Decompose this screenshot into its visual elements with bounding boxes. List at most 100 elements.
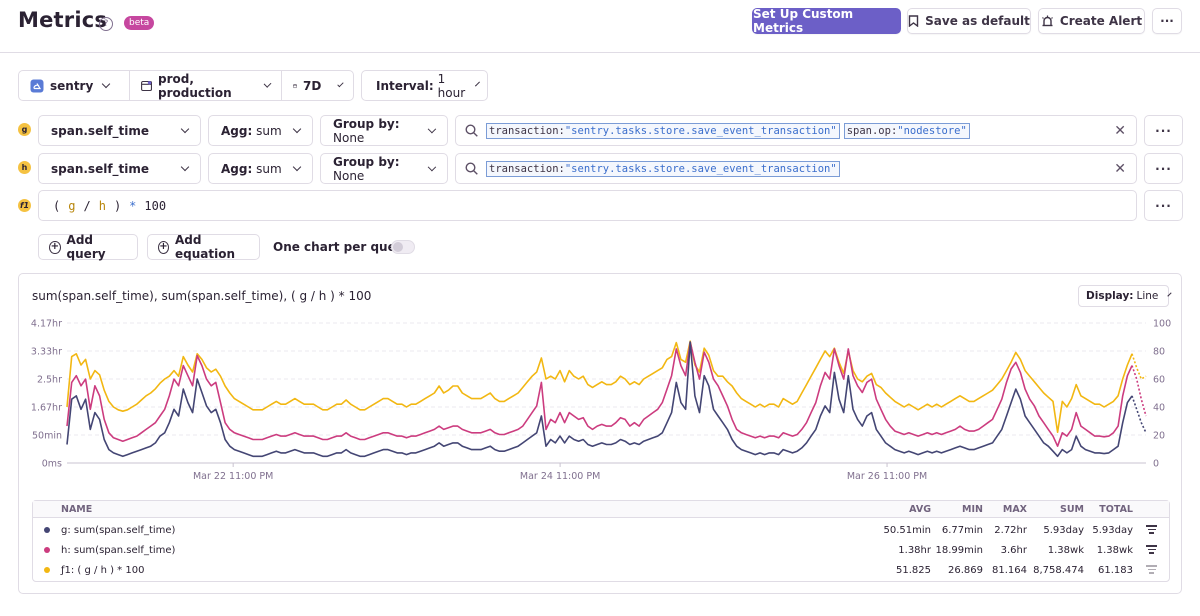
y-axis-right-tick: 0: [1153, 459, 1159, 470]
legend-row[interactable]: h: sum(span.self_time) 1.38hr 18.99min 3.6h…: [33, 541, 1169, 561]
filter-token[interactable]: span.op:"nodestore": [843, 122, 970, 139]
chevron-down-icon: [428, 124, 437, 134]
col-sum[interactable]: SUM: [1059, 504, 1084, 515]
series-line-incomplete: [1131, 395, 1147, 434]
add-query-label: Add query: [66, 233, 106, 261]
group-by-label: Group by:: [333, 116, 400, 131]
series-line: [66, 340, 1133, 433]
group-by-value: None: [333, 168, 365, 183]
col-min[interactable]: MIN: [962, 504, 983, 515]
equation-token: g: [68, 198, 76, 213]
interval-value: 1 hour: [437, 71, 466, 100]
one-chart-per-query-toggle[interactable]: [391, 240, 415, 254]
col-avg[interactable]: AVG: [909, 504, 931, 515]
query-badge-g: g: [18, 123, 31, 136]
clear-icon[interactable]: ✕: [1114, 123, 1126, 139]
interval-selector[interactable]: Interval: 1 hour: [361, 70, 488, 101]
y-axis-right-tick: 60: [1153, 375, 1165, 386]
col-max[interactable]: MAX: [1002, 504, 1027, 515]
add-query-button[interactable]: + Add query: [38, 233, 138, 261]
min-value: 18.99min: [935, 545, 984, 556]
create-alert-label: Create Alert: [1059, 14, 1143, 28]
metric-select-h[interactable]: span.self_time: [38, 153, 201, 184]
ellipsis-icon: ···: [1155, 198, 1172, 213]
chevron-down-icon: [337, 80, 344, 88]
agg-value: sum: [256, 123, 282, 138]
x-axis-tick: Mar 26 11:00 PM: [847, 471, 927, 482]
clear-icon[interactable]: ✕: [1114, 161, 1126, 177]
series-toggle-icon[interactable]: [1146, 565, 1157, 576]
legend-row[interactable]: g: sum(span.self_time) 50.51min 6.77min 2.7…: [33, 521, 1169, 541]
series-line: [66, 341, 1133, 458]
y-axis-right-tick: 100: [1153, 319, 1171, 330]
sum-value: 8,758.474: [1033, 565, 1084, 576]
series-line: [66, 341, 1133, 447]
chevron-down-icon: [1167, 292, 1173, 297]
filter-token[interactable]: transaction:"sentry.tasks.store.save_eve…: [486, 122, 840, 139]
add-equation-button[interactable]: + Add equation: [147, 233, 260, 261]
col-total[interactable]: TOTAL: [1099, 504, 1133, 515]
help-icon[interactable]: ?: [99, 17, 113, 31]
equation-token: ): [113, 198, 122, 213]
create-alert-button[interactable]: Create Alert: [1038, 8, 1145, 34]
setup-custom-metrics-label: Set Up Custom Metrics: [753, 7, 854, 35]
min-value: 6.77min: [941, 525, 983, 536]
y-axis-left-tick: 2.5hr: [37, 375, 62, 386]
metric-name: span.self_time: [51, 161, 150, 176]
legend-row[interactable]: ƒ1: ( g / h ) * 100 51.825 26.869 81.164 8,7…: [33, 561, 1169, 581]
filter-token-value: "nodestore": [897, 124, 967, 137]
query-more-button-h[interactable]: ···: [1144, 153, 1183, 184]
agg-label: Agg:: [221, 123, 253, 138]
display-value: Line: [1136, 290, 1159, 302]
setup-custom-metrics-button[interactable]: Set Up Custom Metrics: [752, 7, 901, 35]
legend-header: NAME AVG MIN MAX SUM TOTAL: [33, 501, 1169, 518]
ellipsis-icon: ···: [1155, 123, 1172, 138]
project-selector[interactable]: sentry: [19, 71, 130, 100]
series-toggle-icon[interactable]: [1146, 545, 1157, 556]
metric-select-g[interactable]: span.self_time: [38, 115, 201, 146]
series-line-incomplete: [1131, 353, 1147, 381]
interval-label: Interval:: [376, 78, 434, 93]
min-value: 26.869: [948, 565, 983, 576]
chart-title: sum(span.self_time), sum(span.self_time)…: [32, 289, 372, 303]
search-icon: [465, 124, 478, 137]
agg-select-h[interactable]: Agg: sum: [208, 153, 313, 184]
series-color-dot: [44, 547, 50, 553]
total-value: 5.93day: [1092, 525, 1133, 536]
equation-input[interactable]: ( g / h ) * 100: [38, 190, 1137, 221]
col-name: NAME: [61, 504, 93, 515]
project-label: sentry: [50, 78, 94, 93]
group-by-select-h[interactable]: Group by: None: [320, 153, 448, 184]
series-line-incomplete: [1131, 365, 1147, 417]
series-name: ƒ1: ( g / h ) * 100: [61, 565, 145, 576]
avg-value: 1.38hr: [898, 545, 931, 556]
equation-badge: f1: [18, 199, 31, 212]
page-filter-bar: sentry prod, production 7D: [18, 70, 354, 101]
save-as-default-button[interactable]: Save as default: [907, 8, 1031, 34]
x-axis-tick: Mar 24 11:00 PM: [520, 471, 600, 482]
add-circle-icon: +: [49, 240, 61, 254]
total-value: 61.183: [1098, 565, 1133, 576]
date-range-selector[interactable]: 7D: [282, 71, 353, 100]
environment-selector[interactable]: prod, production: [130, 71, 282, 100]
header-more-button[interactable]: ···: [1152, 8, 1182, 34]
agg-label: Agg:: [221, 161, 253, 176]
y-axis-left-tick: 0ms: [42, 459, 62, 470]
filter-token[interactable]: transaction:"sentry.tasks.store.save_eve…: [486, 160, 840, 177]
display-type-select[interactable]: Display: Line: [1078, 285, 1173, 307]
query-search-input-g[interactable]: transaction:"sentry.tasks.store.save_eve…: [455, 115, 1137, 146]
metrics-line-chart[interactable]: 0ms 0 50min 20 1.67hr 40 2.5hr 60 3.33hr 80 4.17hr…: [19, 309, 1181, 524]
sum-value: 1.38wk: [1047, 545, 1084, 556]
y-axis-left-tick: 3.33hr: [31, 347, 62, 358]
series-toggle-icon[interactable]: [1146, 525, 1157, 536]
agg-select-g[interactable]: Agg: sum: [208, 115, 313, 146]
equation-more-button[interactable]: ···: [1144, 190, 1183, 221]
siren-icon: [1041, 15, 1053, 27]
save-as-default-label: Save as default: [925, 14, 1030, 28]
query-more-button-g[interactable]: ···: [1144, 115, 1183, 146]
bookmark-icon: [908, 15, 919, 27]
chart-panel: sum(span.self_time), sum(span.self_time)…: [18, 273, 1182, 594]
query-search-input-h[interactable]: transaction:"sentry.tasks.store.save_eve…: [455, 153, 1137, 184]
group-by-select-g[interactable]: Group by: None: [320, 115, 448, 146]
y-axis-right-tick: 40: [1153, 403, 1165, 414]
